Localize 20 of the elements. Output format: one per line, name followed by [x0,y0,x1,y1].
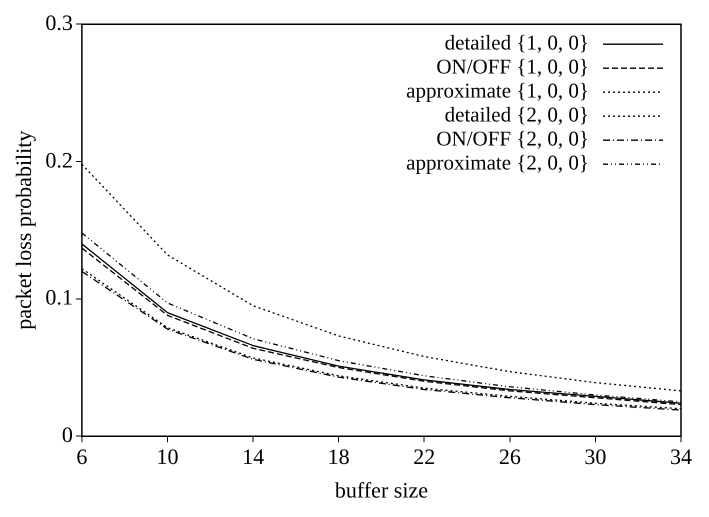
x-tick-label: 26 [498,444,521,470]
legend-label: ON/OFF {1, 0, 0} [436,54,589,79]
x-tick-label: 30 [584,444,606,470]
x-tick-label: 18 [328,444,350,470]
legend-label: approximate {1, 0, 0} [406,78,589,103]
x-tick-label: 6 [76,444,88,470]
y-tick-label: 0.3 [45,10,73,35]
x-tick-label: 14 [242,444,264,470]
x-tick-label: 22 [413,444,436,470]
legend-label: detailed {1, 0, 0} [444,30,589,55]
legend-label: detailed {2, 0, 0} [444,102,589,127]
legend-label: approximate {2, 0, 0} [406,150,589,175]
y-axis-title: packet loss probability [10,130,36,330]
y-tick-label: 0 [62,422,73,447]
y-tick-label: 0.2 [45,147,73,172]
x-tick-label: 10 [156,444,178,470]
x-axis-title: buffer size [334,478,428,503]
x-tick-label: 34 [670,444,692,470]
y-tick-label: 0.1 [45,284,73,310]
legend-label: ON/OFF {2, 0, 0} [436,126,589,151]
